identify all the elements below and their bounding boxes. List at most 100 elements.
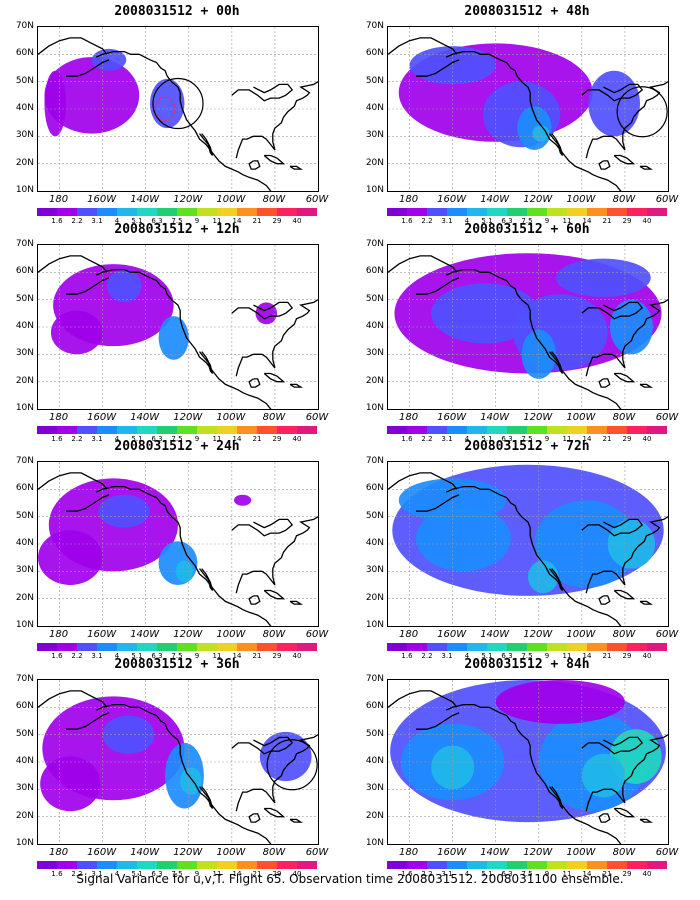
- longitude-tick-label: 160W: [437, 629, 467, 640]
- variance-contour: [528, 560, 559, 594]
- colorbar-label: 14: [232, 652, 242, 660]
- colorbar-swatch: [407, 861, 427, 869]
- colorbar-label: 21: [602, 217, 612, 225]
- longitude-tick-label: 180: [398, 629, 419, 640]
- colorbar: [387, 208, 667, 216]
- colorbar-swatch: [387, 208, 407, 216]
- colorbar-label: 9: [194, 435, 200, 443]
- coastline: [598, 813, 611, 823]
- variance-contour: [581, 753, 625, 798]
- colorbar-label: 11: [562, 217, 572, 225]
- colorbar-swatch: [257, 643, 277, 651]
- map-panel: 2008031512 + 84h 70N 60N 50N 40N 30N 20N 10N 180…: [350, 657, 700, 878]
- latitude-tick-label: 30N: [15, 348, 34, 359]
- signal-variance-map: [388, 680, 668, 844]
- colorbar-swatch: [57, 426, 77, 434]
- colorbar-label: 3.1: [441, 435, 453, 443]
- longitude-tick-label: 160W: [87, 629, 117, 640]
- coastline: [289, 165, 304, 170]
- colorbar-swatch: [117, 861, 137, 869]
- latitude-tick-label: 50N: [15, 75, 34, 86]
- coastline: [388, 690, 458, 708]
- coastline: [581, 301, 644, 320]
- colorbar: [387, 861, 667, 869]
- colorbar-label: 21: [602, 435, 612, 443]
- latitude-tick-label: 60N: [15, 48, 34, 59]
- colorbar-label: 5.1: [481, 435, 493, 443]
- latitude-tick-label: 20N: [15, 157, 34, 168]
- colorbar-label: 6.3: [501, 435, 513, 443]
- colorbar-swatch: [547, 208, 567, 216]
- colorbar-swatch: [157, 643, 177, 651]
- colorbar-swatch: [137, 208, 157, 216]
- colorbar-label: 6.3: [501, 217, 513, 225]
- latitude-tick-label: 40N: [365, 756, 384, 766]
- latitude-tick-label: 60N: [365, 48, 384, 59]
- colorbar-swatch: [257, 426, 277, 434]
- colorbar-label: 21: [252, 217, 262, 225]
- coastline: [598, 160, 611, 170]
- latitude-tick-label: 50N: [365, 510, 384, 521]
- map-panel: 2008031512 + 60h 70N 60N 50N 40N 30N 20N 10N 180…: [350, 222, 700, 443]
- coastline: [445, 485, 622, 626]
- coastline: [289, 383, 304, 388]
- latitude-tick-label: 50N: [15, 510, 34, 521]
- latitude-tick-label: 60N: [365, 701, 384, 712]
- colorbar-label: 6.3: [501, 870, 513, 878]
- variance-contour: [106, 269, 142, 303]
- latitude-tick-label: 30N: [15, 130, 34, 141]
- colorbar-label: 2.2: [71, 435, 83, 443]
- colorbar-label: 21: [602, 870, 612, 878]
- coastline: [263, 589, 286, 600]
- colorbar-swatch: [647, 861, 667, 869]
- flight-track-marker: [154, 96, 176, 122]
- colorbar-swatch: [177, 208, 197, 216]
- latitude-tick-label: 40N: [15, 103, 34, 113]
- longitude-tick-label: 140W: [130, 412, 160, 423]
- colorbar-swatch: [507, 426, 527, 434]
- longitude-tick-label: 180: [48, 629, 69, 640]
- map-panel: 2008031512 + 36h 70N 60N 50N 40N 30N 20N 10N 180…: [0, 657, 350, 878]
- panel-title: 2008031512 + 36h: [114, 657, 240, 672]
- coastline: [613, 372, 636, 383]
- colorbar-label: 5.1: [131, 435, 143, 443]
- colorbar-swatch: [487, 426, 507, 434]
- variance-contour: [588, 70, 640, 137]
- latitude-tick-label: 30N: [15, 783, 34, 794]
- longitude-tick-label: 120W: [523, 194, 553, 205]
- colorbar-swatch: [97, 426, 117, 434]
- map-panel: 2008031512 + 72h 70N 60N 50N 40N 30N 20N 10N 180…: [350, 439, 700, 660]
- colorbar-label: 9: [544, 652, 550, 660]
- coastline: [639, 818, 654, 823]
- longitude-tick-label: 140W: [480, 412, 510, 423]
- colorbar: [387, 426, 667, 434]
- variance-contour: [609, 299, 653, 355]
- colorbar-swatch: [547, 861, 567, 869]
- colorbar-label: 7.5: [171, 217, 183, 225]
- colorbar-label: 1.6: [401, 870, 413, 878]
- colorbar-label: 4: [464, 870, 470, 878]
- colorbar-label: 3.1: [91, 870, 103, 878]
- colorbar-label: 7.5: [171, 652, 183, 660]
- coastline: [585, 516, 668, 594]
- coastline: [416, 494, 460, 512]
- coastline: [231, 301, 294, 320]
- colorbar-label: 5.1: [131, 870, 143, 878]
- map-area: [37, 26, 319, 192]
- colorbar-label: 4: [114, 870, 120, 878]
- longitude-tick-label: 120W: [173, 412, 203, 423]
- colorbar-swatch: [57, 861, 77, 869]
- colorbar-label: 9: [544, 217, 550, 225]
- coastline: [585, 734, 668, 812]
- colorbar-label: 5.1: [131, 217, 143, 225]
- colorbar-label: 5.1: [481, 652, 493, 660]
- longitude-tick-label: 160W: [437, 194, 467, 205]
- colorbar-label: 11: [212, 870, 222, 878]
- colorbar-swatch: [487, 861, 507, 869]
- colorbar-label: 40: [642, 217, 652, 225]
- longitude-tick-label: 160W: [87, 412, 117, 423]
- colorbar-label: 1.6: [401, 652, 413, 660]
- variance-contour: [38, 530, 103, 585]
- panel-title: 2008031512 + 72h: [464, 439, 590, 454]
- coastline: [585, 299, 668, 377]
